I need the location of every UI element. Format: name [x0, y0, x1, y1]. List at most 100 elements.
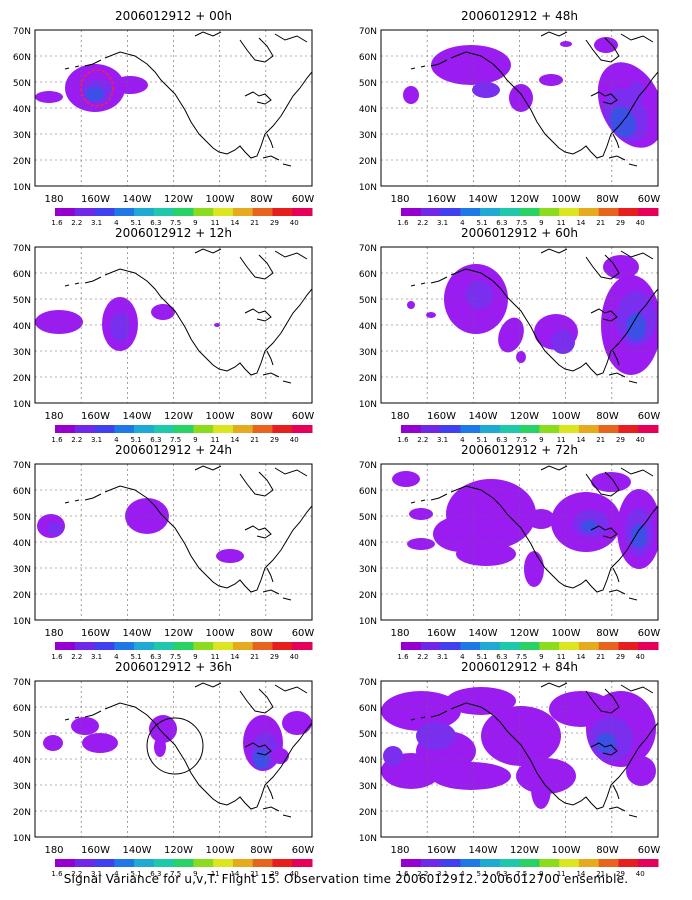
aleutian-islands — [64, 59, 102, 70]
colorbar-swatch — [460, 859, 481, 867]
longitude-label: 120W — [164, 411, 193, 422]
colorbar-label: 6.3 — [496, 653, 507, 661]
colorbar-label: 5.1 — [131, 870, 142, 878]
aleutian-islands — [410, 276, 448, 287]
colorbar-label: 2.2 — [71, 870, 82, 878]
colorbar-swatch — [193, 642, 214, 650]
longitude-label: 140W — [123, 628, 152, 639]
colorbar-label: 3.1 — [91, 653, 102, 661]
colorbar-label: 9 — [193, 436, 197, 444]
colorbar-label: 3.1 — [437, 870, 448, 878]
colorbar-swatch — [499, 208, 521, 216]
colorbar-swatch — [94, 642, 115, 650]
longitude-label: 180 — [390, 845, 409, 856]
colorbar-label: 9 — [539, 436, 543, 444]
colorbar-label: 14 — [576, 436, 585, 444]
colorbar-label: 4 — [114, 436, 119, 444]
longitude-label: 80W — [596, 411, 619, 422]
longitude-label: 80W — [250, 628, 273, 639]
latitude-label: 30N — [13, 782, 31, 792]
latitude-label: 10N — [359, 617, 377, 627]
longitude-label: 180 — [44, 194, 63, 205]
variance-contour — [154, 737, 166, 757]
colorbar-swatch — [618, 425, 639, 433]
map-frame — [380, 463, 659, 621]
colorbar-label: 2.2 — [71, 219, 82, 227]
colorbar-label: 6.3 — [496, 219, 507, 227]
colorbar-label: 4 — [460, 436, 465, 444]
colorbar-swatch — [539, 208, 560, 216]
latitude-label: 40N — [359, 105, 377, 115]
colorbar-label: 5.1 — [477, 436, 488, 444]
longitude-label: 180 — [390, 628, 409, 639]
longitude-label: 120W — [510, 845, 539, 856]
variance-contour — [539, 74, 563, 86]
variance-contour — [596, 733, 616, 753]
figure-caption: Signal Variance for u,v,T. Flight 15. Ob… — [63, 872, 629, 886]
colorbar-label: 1.6 — [397, 436, 409, 444]
panel-title: 2006012912 + 60h — [461, 226, 578, 240]
colorbar-label: 40 — [636, 653, 645, 661]
colorbar-label: 3.1 — [437, 653, 448, 661]
colorbar-swatch — [114, 425, 135, 433]
colorbar-label: 29 — [270, 653, 279, 661]
map-frame — [380, 246, 659, 404]
colorbar-label: 1.6 — [397, 870, 409, 878]
arctic-islands — [540, 682, 654, 694]
variance-contour — [43, 735, 63, 751]
hudson-bay — [585, 688, 620, 714]
colorbar-swatch — [55, 425, 76, 433]
longitude-label: 180 — [44, 845, 63, 856]
longitude-label: 160W — [81, 845, 110, 856]
colorbar-swatch — [114, 642, 135, 650]
latitude-label: 60N — [359, 487, 377, 497]
colorbar-swatch — [598, 208, 619, 216]
longitude-label: 120W — [510, 411, 539, 422]
colorbar-label: 2.2 — [71, 436, 82, 444]
latitude-label: 20N — [359, 157, 377, 167]
colorbar-label: 3.1 — [437, 436, 448, 444]
colorbar-label: 14 — [576, 653, 585, 661]
map-frame — [34, 246, 313, 404]
variance-contour — [509, 84, 533, 112]
longitude-label: 140W — [469, 411, 498, 422]
colorbar-label: 29 — [616, 653, 625, 661]
variance-contour — [149, 715, 177, 743]
longitude-label: 80W — [596, 194, 619, 205]
colorbar-label: 40 — [636, 219, 645, 227]
colorbar-swatch — [55, 208, 76, 216]
colorbar-swatch — [480, 425, 501, 433]
colorbar-label: 11 — [211, 870, 220, 878]
map-panel: 2006012912 + 72h 70N 60N 50N 40N 30N 20N 10N 180… — [359, 443, 661, 661]
map-panel: 2006012912 + 48h 70N 60N 50N 40N 30N 20N 10N 180… — [359, 9, 661, 227]
variance-contour — [498, 317, 524, 353]
colorbar-swatch — [638, 642, 659, 650]
great-lakes — [244, 308, 272, 322]
variance-contour — [527, 509, 555, 529]
longitude-label: 120W — [164, 845, 193, 856]
longitude-label: 60W — [292, 628, 315, 639]
colorbar-swatch — [578, 859, 600, 867]
colorbar-label: 11 — [211, 219, 220, 227]
caribbean — [262, 133, 292, 167]
variance-contour — [271, 748, 289, 764]
longitude-label: 140W — [123, 194, 152, 205]
panel-title: 2006012912 + 36h — [115, 660, 232, 674]
latitude-label: 20N — [359, 374, 377, 384]
colorbar-label: 6.3 — [496, 870, 507, 878]
colorbar-swatch — [252, 642, 273, 650]
longitude-label: 100W — [552, 411, 581, 422]
latitude-label: 10N — [359, 400, 377, 410]
colorbar-label: 21 — [250, 653, 259, 661]
colorbar-label: 21 — [596, 870, 605, 878]
longitude-label: 80W — [250, 194, 273, 205]
variance-contour — [82, 733, 118, 753]
hudson-bay — [585, 254, 620, 280]
longitude-label: 60W — [638, 628, 661, 639]
latitude-label: 70N — [359, 244, 377, 254]
colorbar-swatch — [480, 208, 501, 216]
arctic-islands — [194, 31, 308, 43]
colorbar-swatch — [618, 642, 639, 650]
panel-title: 2006012912 + 00h — [115, 9, 232, 23]
colorbar-swatch — [193, 208, 214, 216]
